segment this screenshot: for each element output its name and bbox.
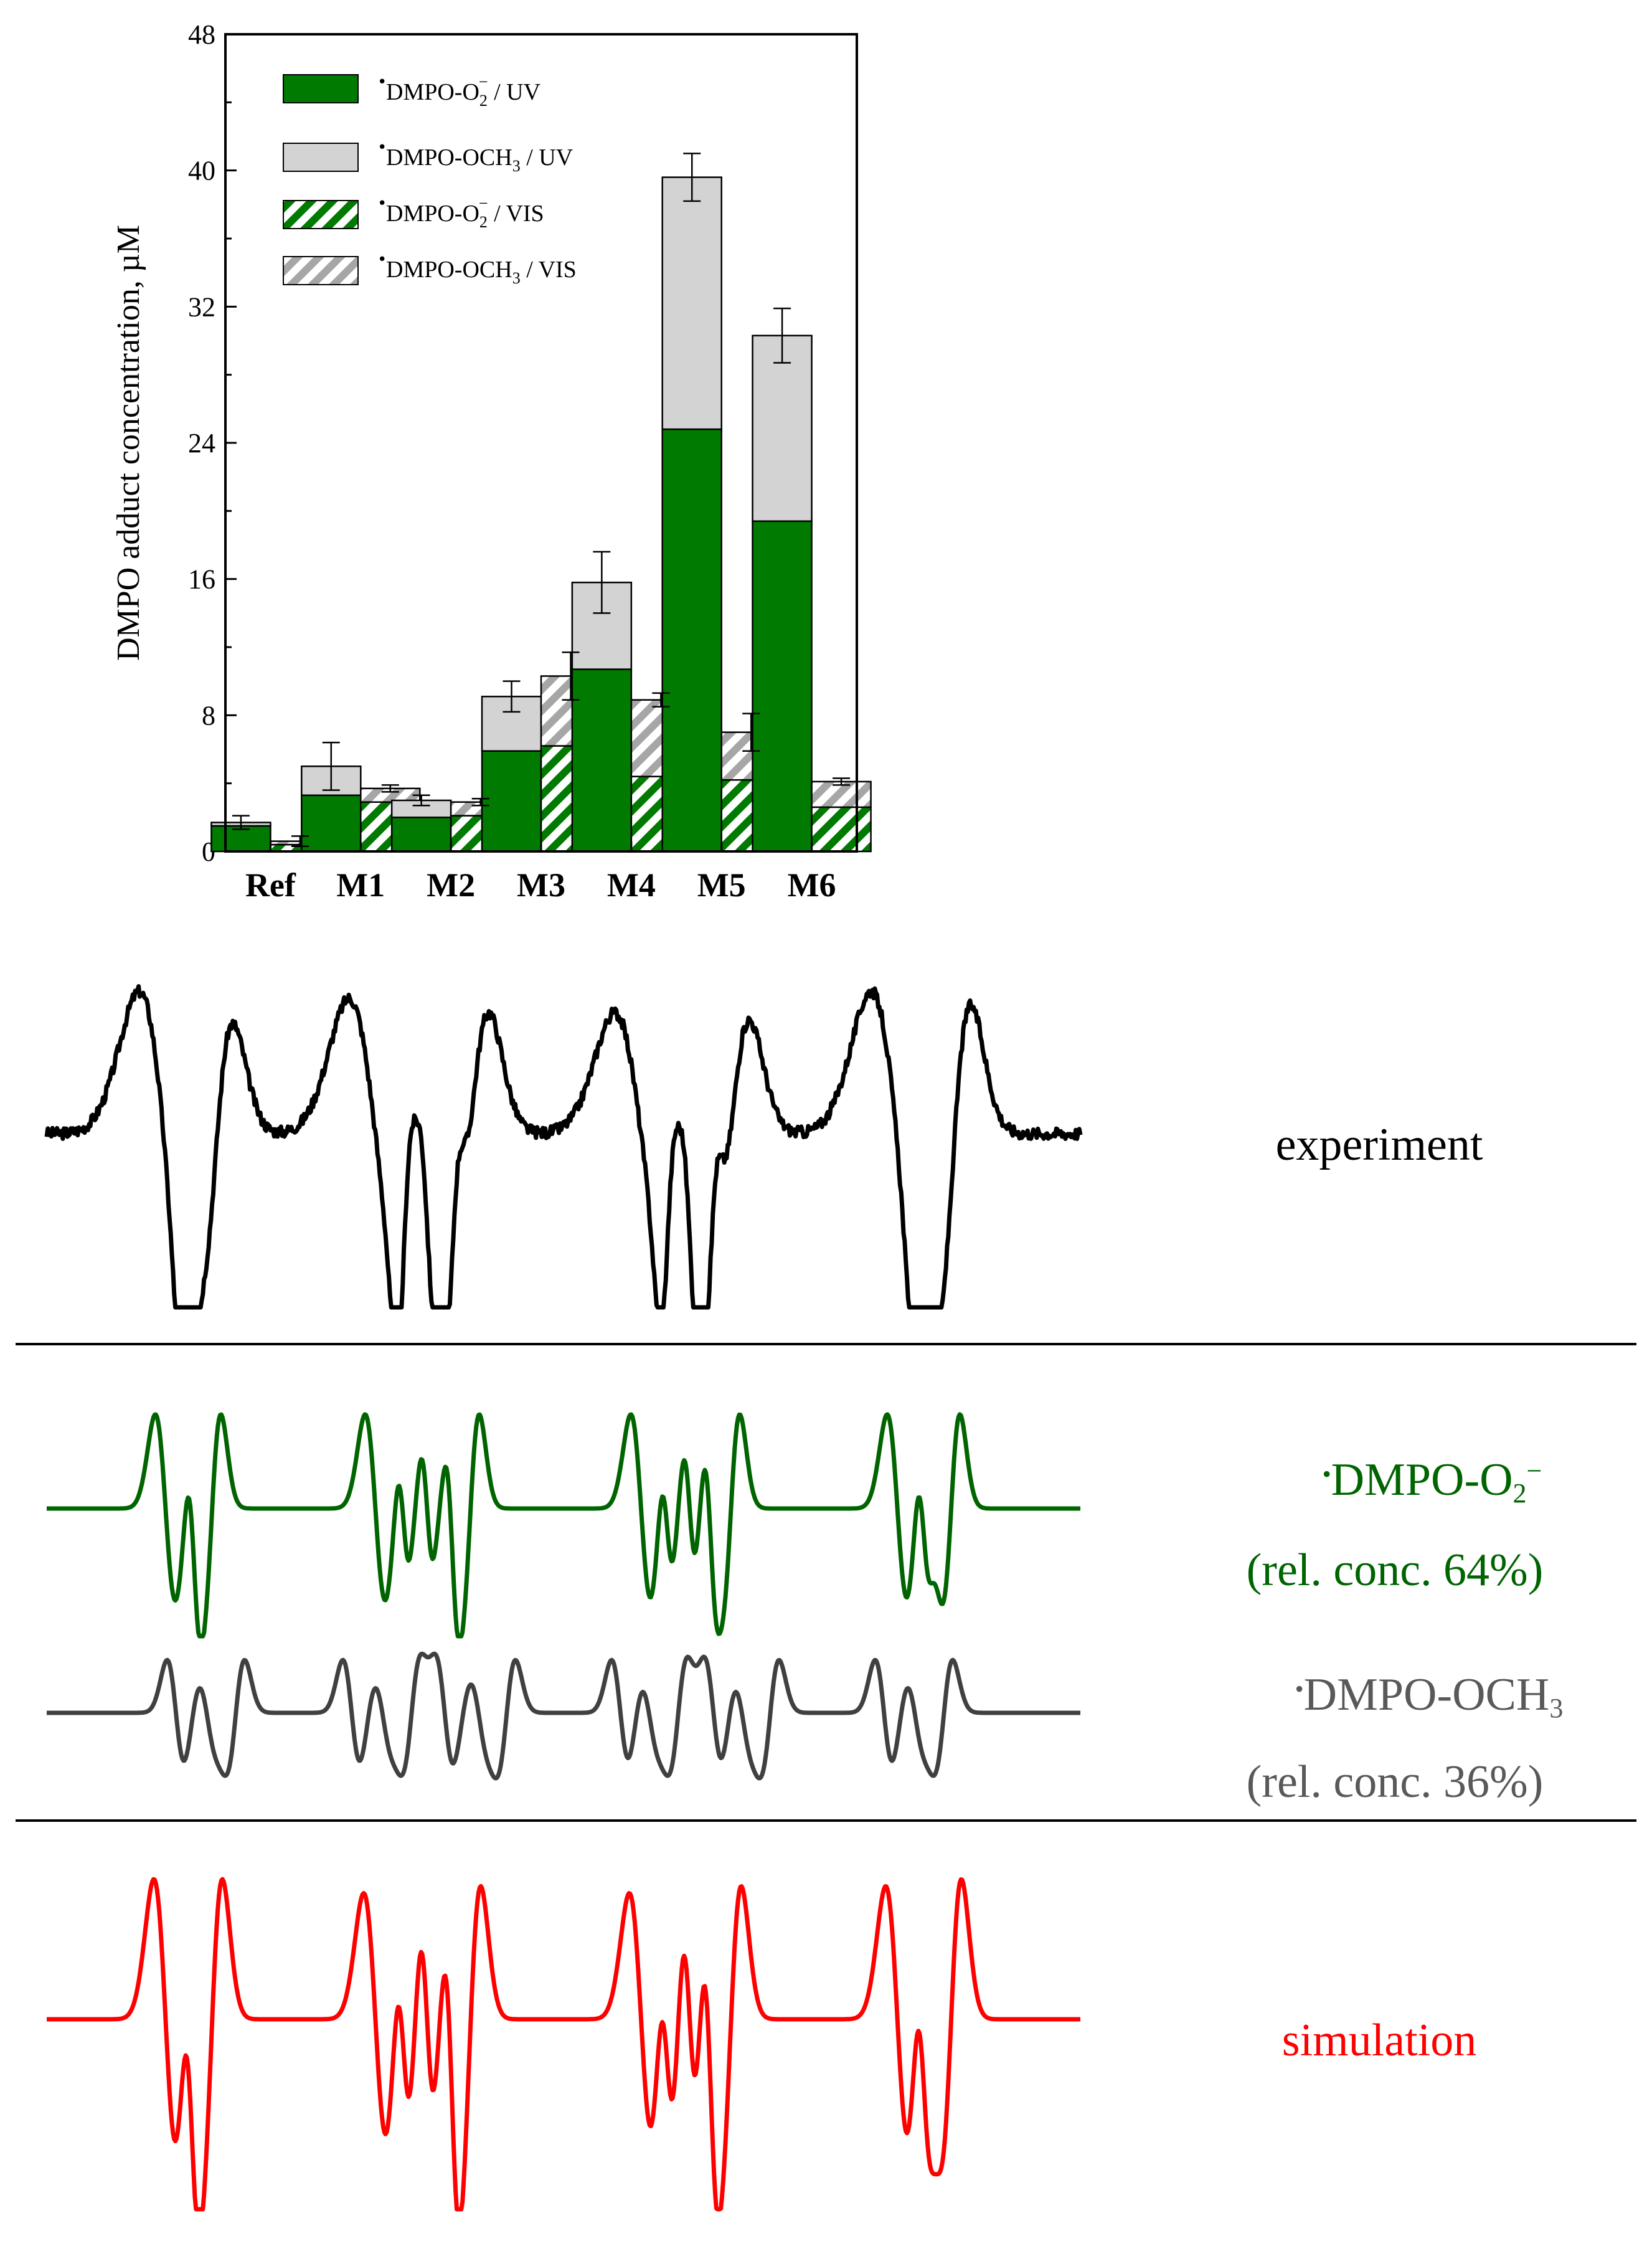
bar-superoxide-uv	[661, 428, 722, 853]
bar-superoxide-uv	[390, 817, 452, 853]
error-bar	[562, 651, 580, 701]
legend-item-methoxy-vis: • DMPO-OCH3 / VIS	[283, 250, 577, 287]
y-tick-label: 40	[188, 156, 215, 186]
bar-superoxide-uv	[210, 825, 271, 853]
bar-superoxide-uv	[571, 668, 633, 853]
y-axis-title: DMPO adduct concentration, µM	[111, 225, 146, 661]
legend-item-methoxy-uv: • DMPO-OCH3 / UV	[283, 138, 573, 175]
dmpo-och3-concentration: (rel. conc. 36%)	[1247, 1756, 1544, 1807]
epr-spectra-panel: experiment •DMPO-O2− (rel. conc. 64%) •D…	[16, 984, 1636, 2212]
legend-swatch-methoxy-vis	[283, 256, 359, 285]
legend-item-superoxide-uv: • DMPO-O2− / UV	[283, 73, 541, 110]
dmpo-o2-label: •DMPO-O2−	[1323, 1454, 1542, 1509]
error-bar	[742, 713, 760, 752]
category-label: M1	[336, 866, 385, 904]
error-bar	[291, 835, 309, 848]
error-bar	[593, 551, 611, 614]
legend-dot: •	[377, 250, 387, 269]
simulation-trace	[45, 1877, 1082, 2212]
bar-methoxy-uv	[752, 334, 813, 522]
category-label: M6	[788, 866, 836, 904]
category-label: M4	[607, 866, 656, 904]
error-bar	[381, 784, 399, 793]
error-bar	[471, 798, 489, 807]
bar-methoxy-uv	[661, 176, 722, 430]
category-label: Ref	[245, 866, 296, 904]
dmpo-o2-trace	[45, 1412, 1082, 1639]
y-tick-label: 48	[188, 19, 215, 50]
error-bar	[773, 307, 791, 364]
error-bar	[683, 153, 701, 202]
category-label: M2	[427, 866, 475, 904]
legend-label-superoxide-vis: DMPO-O2− / VIS	[386, 194, 544, 231]
error-bar	[833, 777, 851, 786]
category-label: M3	[517, 866, 565, 904]
error-bars	[232, 153, 851, 848]
legend-dot: •	[377, 194, 387, 213]
dmpo-o2-concentration: (rel. conc. 64%)	[1247, 1545, 1544, 1596]
legend-dot: •	[377, 138, 387, 157]
legend-swatch-methoxy-uv	[283, 143, 359, 172]
bar-marks	[210, 176, 872, 853]
dmpo-och3-label: •DMPO-OCH3	[1295, 1669, 1564, 1723]
simulation-label: simulation	[1282, 2015, 1476, 2066]
bar-methoxy-vis	[811, 780, 872, 808]
error-bar	[412, 794, 430, 807]
dmpo-och3-trace	[45, 1651, 1082, 1781]
legend-item-superoxide-vis: • DMPO-O2− / VIS	[283, 194, 544, 231]
y-tick-label: 8	[202, 700, 215, 731]
x-axis: Ref M1 M2 M3 M4 M5 M6	[245, 841, 836, 904]
y-tick-label: 32	[188, 291, 215, 322]
bar-superoxide-uv	[301, 794, 362, 853]
legend-dot: •	[377, 73, 387, 92]
y-tick-label: 24	[188, 428, 215, 458]
error-bar	[232, 815, 250, 830]
y-tick-label: 16	[188, 564, 215, 595]
error-bar	[652, 692, 670, 708]
legend-label-methoxy-uv: DMPO-OCH3 / UV	[386, 145, 573, 175]
experiment-trace	[44, 984, 1083, 1310]
error-bar	[503, 680, 521, 713]
bar-superoxide-uv	[752, 520, 813, 853]
legend-swatch-superoxide-vis	[283, 200, 359, 229]
legend-label-methoxy-vis: DMPO-OCH3 / VIS	[386, 257, 577, 287]
legend: • DMPO-O2− / UV • DMPO-OCH3 / UV • DMPO-…	[283, 73, 577, 287]
error-bar	[322, 741, 340, 791]
category-label: M5	[697, 866, 746, 904]
bar-superoxide-uv	[481, 750, 542, 853]
legend-label-superoxide-uv: DMPO-O2− / UV	[386, 73, 541, 110]
bar-superoxide-vis	[811, 806, 872, 853]
legend-swatch-superoxide-uv	[283, 74, 359, 103]
experiment-label: experiment	[1276, 1119, 1483, 1170]
